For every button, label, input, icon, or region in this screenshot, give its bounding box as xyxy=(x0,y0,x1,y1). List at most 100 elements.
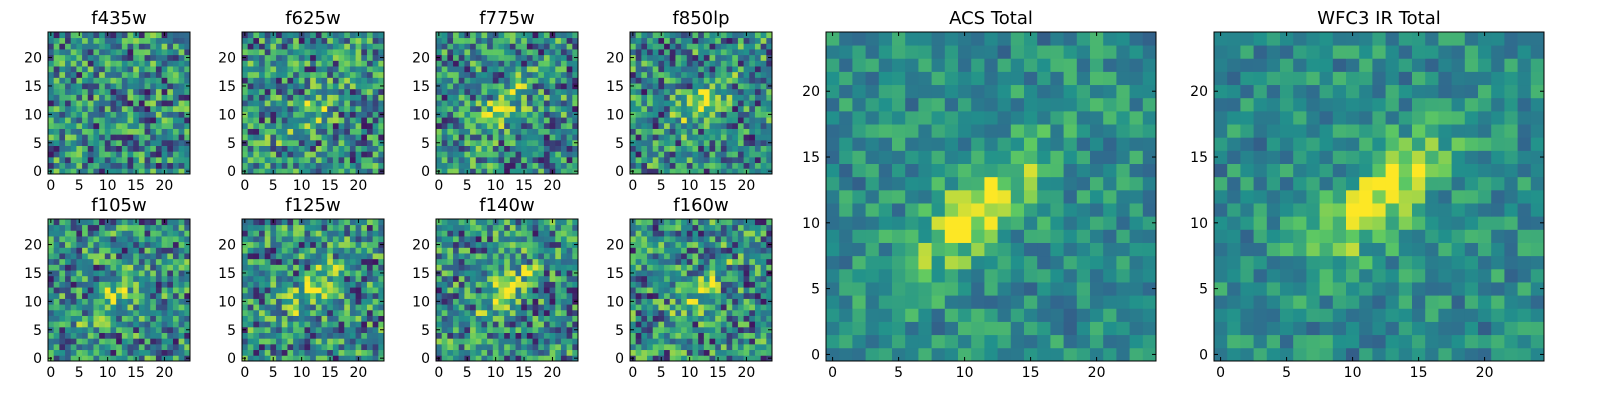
heatmap-cell xyxy=(378,122,385,129)
heatmap-cell xyxy=(572,292,579,299)
heatmap-cell xyxy=(526,145,533,152)
heatmap-cell xyxy=(647,60,654,67)
heatmap-cell xyxy=(121,253,128,260)
heatmap-cell xyxy=(70,298,77,305)
heatmap-cell xyxy=(321,219,328,226)
heatmap-cell xyxy=(378,100,385,107)
heatmap-cell xyxy=(378,37,385,44)
heatmap-cell xyxy=(560,224,568,231)
heatmap-cell xyxy=(338,355,345,362)
heatmap-cell xyxy=(321,230,328,237)
heatmap-cell xyxy=(703,128,710,135)
heatmap-cell xyxy=(133,117,140,124)
heatmap-cell xyxy=(504,270,511,277)
heatmap-cell xyxy=(698,162,705,169)
heatmap-cell xyxy=(178,224,185,231)
heatmap-cell xyxy=(487,128,494,135)
heatmap-cell xyxy=(681,281,688,288)
heatmap-cell xyxy=(53,332,60,339)
heatmap-cell xyxy=(310,156,317,164)
heatmap-cell xyxy=(161,264,168,271)
heatmap-cell xyxy=(504,230,511,237)
heatmap-cell xyxy=(743,122,750,129)
heatmap-cell xyxy=(566,315,573,322)
heatmap-cell xyxy=(298,100,305,107)
heatmap-cell xyxy=(766,343,773,351)
heatmap-cell xyxy=(492,332,499,339)
heatmap-cell xyxy=(315,32,322,39)
heatmap-cell xyxy=(635,77,642,84)
heatmap-cell xyxy=(532,168,539,175)
heatmap-cell xyxy=(270,321,277,328)
heatmap-cell xyxy=(155,338,162,345)
heatmap-cell xyxy=(521,264,528,271)
heatmap-cell xyxy=(737,66,744,73)
heatmap-cell xyxy=(155,60,162,67)
heatmap-cell xyxy=(178,258,185,265)
heatmap-cell xyxy=(664,32,671,39)
heatmap-cell xyxy=(293,355,300,362)
heatmap-cell xyxy=(161,145,168,152)
heatmap-cell xyxy=(481,49,488,56)
heatmap-cell xyxy=(315,66,322,73)
heatmap-cell xyxy=(720,139,727,146)
heatmap-cell xyxy=(481,219,488,226)
heatmap-cell xyxy=(470,122,477,129)
heatmap-cell xyxy=(321,298,328,305)
x-tick-label: 10 xyxy=(487,365,505,381)
x-tick-label: 10 xyxy=(293,178,311,194)
heatmap-cell xyxy=(572,43,579,50)
heatmap-cell xyxy=(167,66,174,73)
heatmap-cell xyxy=(378,315,385,322)
heatmap-cell xyxy=(155,83,162,90)
heatmap-cell xyxy=(93,134,100,141)
heatmap-cell xyxy=(247,145,254,152)
heatmap-cell xyxy=(65,43,72,50)
heatmap-cell xyxy=(93,32,100,39)
heatmap-cell xyxy=(184,43,191,50)
heatmap-cell xyxy=(669,77,676,84)
y-tick-label: 20 xyxy=(218,238,236,254)
heatmap-cell xyxy=(441,270,448,277)
heatmap-cell xyxy=(298,241,305,248)
heatmap-cell xyxy=(726,326,733,333)
heatmap-cell xyxy=(110,66,117,73)
heatmap-cell xyxy=(498,247,505,254)
heatmap-cell xyxy=(121,139,128,146)
heatmap-cell xyxy=(703,321,710,328)
heatmap-cell xyxy=(526,230,533,237)
heatmap-cell xyxy=(709,349,716,356)
heatmap-cell xyxy=(121,219,128,226)
heatmap-cell xyxy=(332,355,339,362)
heatmap-cell xyxy=(53,94,60,101)
heatmap-cell xyxy=(732,105,739,112)
heatmap-cell xyxy=(641,134,648,141)
heatmap-cell xyxy=(641,275,648,282)
heatmap-cell xyxy=(332,66,339,73)
heatmap-cell xyxy=(681,292,688,299)
heatmap-cell xyxy=(555,77,562,84)
heatmap-cell xyxy=(641,321,648,328)
heatmap-cell xyxy=(110,321,117,328)
heatmap-cell xyxy=(378,264,385,271)
heatmap-cell xyxy=(743,105,750,112)
heatmap-cell xyxy=(572,122,579,129)
heatmap-cell xyxy=(259,275,266,282)
heatmap-cell xyxy=(543,168,550,175)
heatmap-cell xyxy=(560,349,568,356)
heatmap-cell xyxy=(287,224,294,231)
heatmap-cell xyxy=(681,60,688,67)
heatmap-cell xyxy=(441,241,448,248)
heatmap-cell xyxy=(65,264,72,271)
heatmap-cell xyxy=(566,151,573,158)
heatmap-cell xyxy=(82,224,89,231)
heatmap-cell xyxy=(652,151,659,158)
heatmap-cell xyxy=(760,292,767,299)
heatmap-cell xyxy=(361,332,368,339)
heatmap-cell xyxy=(560,151,568,158)
heatmap-cell xyxy=(53,49,60,56)
heatmap-cell xyxy=(304,332,311,339)
heatmap-cell xyxy=(447,219,454,226)
heatmap-cell xyxy=(754,60,762,67)
heatmap-cell xyxy=(304,66,311,73)
